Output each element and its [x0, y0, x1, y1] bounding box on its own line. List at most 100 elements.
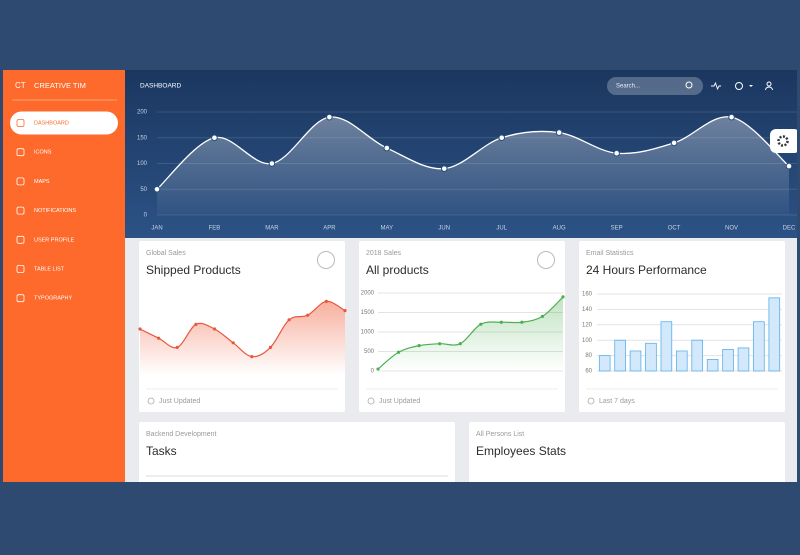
bar: [753, 321, 765, 372]
card-title: Employees Stats: [476, 444, 566, 458]
caret: [749, 85, 753, 87]
x-tick-label: NOV: [725, 226, 738, 232]
navbar-title: DASHBOARD: [140, 83, 181, 90]
point: [250, 355, 254, 359]
nav-icon[interactable]: [16, 206, 25, 215]
point: [561, 295, 565, 299]
x-tick-label: FEB: [209, 226, 221, 232]
point: [540, 314, 545, 318]
card-footer: Last 7 days: [599, 398, 635, 405]
y-tick-label: 2000: [361, 291, 375, 297]
bar: [722, 349, 734, 372]
x-tick-label: JUN: [438, 226, 450, 232]
gear-icon[interactable]: [777, 135, 789, 147]
point: [268, 160, 276, 167]
point: [555, 129, 563, 136]
point: [417, 344, 421, 348]
point: [520, 320, 524, 324]
logo[interactable]: CT: [15, 81, 26, 90]
y-tick-label: 200: [137, 110, 148, 116]
y-tick-label: 100: [582, 338, 593, 344]
area-fill: [378, 296, 563, 371]
y-tick-label: 80: [585, 353, 592, 359]
nav-icon[interactable]: [16, 148, 25, 157]
point: [326, 113, 333, 121]
x-tick-label: MAY: [381, 226, 394, 232]
card-settings[interactable]: [317, 251, 335, 269]
nav-active[interactable]: [10, 111, 118, 135]
x-tick-label: OCT: [668, 226, 681, 232]
dashboard: CT CREATIVE TIM DASHBOARD ICONS MAPS NOTIFI…: [3, 70, 800, 482]
point: [440, 165, 448, 172]
y-tick-label: 140: [582, 307, 593, 313]
nav-item[interactable]: MAPS: [34, 179, 50, 185]
area-fill: [140, 301, 345, 375]
activity-icon[interactable]: [711, 81, 721, 91]
point: [343, 309, 347, 313]
point: [438, 342, 442, 346]
nav-icon[interactable]: [16, 235, 25, 244]
point: [785, 162, 793, 170]
y-tick-label: 60: [585, 369, 592, 375]
card-title: Tasks: [146, 444, 177, 458]
x-tick-label: JUL: [496, 226, 507, 232]
y-tick-label: 160: [582, 292, 593, 298]
user-icon[interactable]: [766, 81, 772, 87]
y-tick-label: 120: [582, 322, 593, 328]
card-title: All products: [366, 263, 429, 277]
brand[interactable]: CREATIVE TIM: [34, 81, 86, 90]
user-icon-body: [765, 86, 773, 91]
y-tick-label: 50: [140, 187, 147, 193]
x-tick-label: AUG: [553, 226, 566, 232]
footer-icon: [147, 397, 155, 405]
bar: [691, 339, 704, 372]
bar: [660, 321, 673, 372]
card: [469, 422, 785, 482]
nav-icon[interactable]: [16, 119, 25, 127]
nav-item[interactable]: ICONS: [34, 150, 52, 156]
point: [670, 139, 678, 147]
nav-item[interactable]: TYPOGRAPHY: [34, 296, 73, 302]
nav-item[interactable]: TABLE LIST: [34, 266, 65, 272]
card-category: 2018 Sales: [366, 250, 402, 257]
card-footer: Just Updated: [159, 398, 200, 405]
point: [728, 113, 735, 121]
bar: [768, 297, 781, 372]
nav-icon[interactable]: [16, 294, 25, 303]
y-tick-label: 100: [137, 161, 148, 167]
y-tick-label: 0: [144, 213, 148, 219]
card-category: Email Statistics: [586, 250, 634, 257]
bar: [645, 342, 657, 372]
bar: [675, 350, 688, 372]
bar: [629, 350, 642, 372]
search-icon[interactable]: [685, 81, 693, 89]
nav-item[interactable]: NOTIFICATIONS: [34, 208, 76, 214]
point: [499, 320, 503, 324]
bar: [614, 339, 626, 372]
point: [211, 134, 218, 142]
point: [376, 367, 380, 371]
point: [479, 322, 483, 326]
card: [139, 422, 455, 482]
point: [324, 299, 328, 303]
card-title: 24 Hours Performance: [586, 263, 707, 277]
notifications-icon[interactable]: [735, 82, 743, 90]
settings-button[interactable]: [770, 129, 800, 153]
nav-item[interactable]: DASHBOARD: [34, 120, 69, 126]
area-fill: [157, 116, 789, 215]
sidebar: [3, 70, 125, 482]
y-tick-label: 1500: [361, 310, 375, 316]
nav-item[interactable]: USER PROFILE: [34, 237, 75, 243]
x-tick-label: JAN: [151, 226, 162, 232]
card-category: All Persons List: [476, 431, 524, 438]
card-category: Global Sales: [146, 250, 186, 257]
bar: [706, 359, 719, 372]
point: [498, 134, 506, 142]
nav-icon[interactable]: [16, 265, 25, 273]
nav-icon[interactable]: [16, 177, 25, 186]
card-settings[interactable]: [537, 251, 555, 269]
point: [153, 185, 161, 193]
search-placeholder[interactable]: Search...: [616, 84, 640, 90]
search-box[interactable]: [607, 77, 703, 95]
